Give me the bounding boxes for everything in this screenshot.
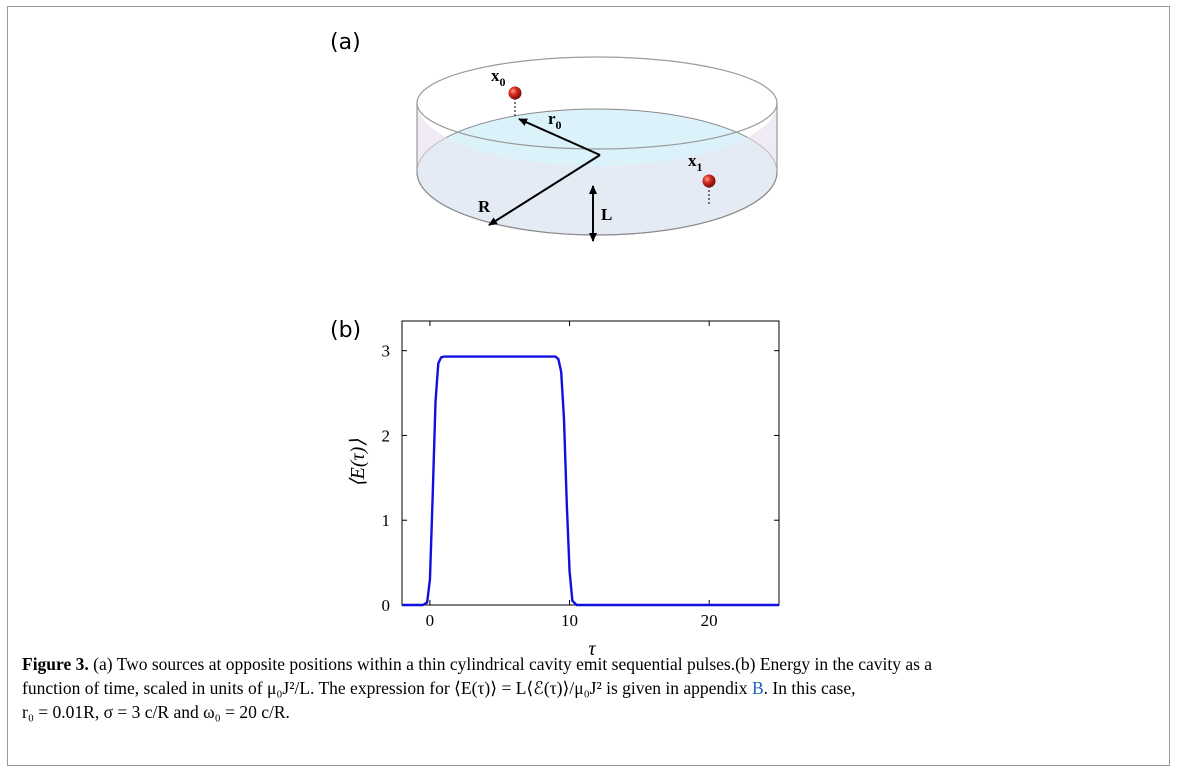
caption-line-3: r₀ = 0.01R, σ = 3 c/R and ω₀ = 20 c/R. [22,702,290,722]
caption-line-2: function of time, scaled in units of μ₀J… [22,678,856,698]
appendix-link[interactable]: B [751,678,764,698]
source-x0 [508,86,522,100]
figure-caption: Figure 3. (a) Two sources at opposite po… [22,652,1162,724]
panel-a-label: (a) [330,30,361,55]
r0-arrow [518,118,601,156]
cavity-diagram: x0 r0 x1 R L [416,56,778,242]
caption-line-1: Figure 3. (a) Two sources at opposite po… [22,654,933,674]
label-x0: x0 [491,66,506,89]
R-arrow [488,154,601,226]
figure-frame [7,6,1170,766]
source-x1 [702,174,716,188]
label-r0: r0 [548,109,562,132]
label-R: R [478,197,491,216]
label-L: L [601,205,612,224]
panel-b-label: (b) [330,318,362,343]
figure-label: Figure 3. [22,654,89,674]
cavity-front-wall [417,103,777,235]
label-x1: x1 [688,151,703,174]
